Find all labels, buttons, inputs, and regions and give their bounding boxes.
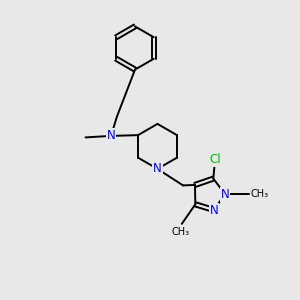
Text: N: N [106,129,116,142]
Text: N: N [153,162,162,176]
Text: N: N [209,203,218,217]
Text: N: N [220,188,230,201]
Text: Cl: Cl [209,153,220,166]
Text: CH₃: CH₃ [250,189,268,199]
Text: CH₃: CH₃ [171,227,189,237]
